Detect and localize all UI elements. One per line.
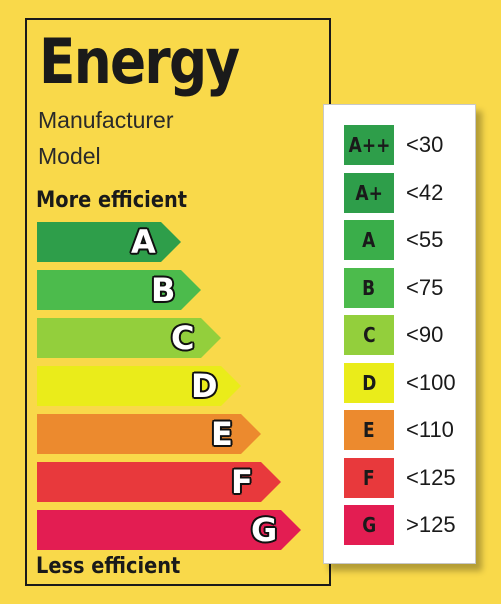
scale-row: A+ <42 bbox=[344, 172, 474, 213]
class-label: A bbox=[362, 228, 376, 252]
bar-e: E bbox=[37, 414, 261, 454]
class-swatch: F bbox=[344, 457, 394, 498]
range-value: <42 bbox=[406, 179, 444, 205]
bar-c: C bbox=[37, 318, 221, 358]
class-label: D bbox=[361, 370, 377, 395]
bar-letter-b: B bbox=[151, 271, 176, 309]
class-swatch: A bbox=[344, 220, 394, 260]
bar-letter-c: C bbox=[171, 319, 195, 357]
energy-label: Energy Manufacturer Model More efficient… bbox=[25, 18, 331, 586]
scale-row: A++ <30 bbox=[344, 125, 474, 165]
range-value: <30 bbox=[406, 132, 444, 157]
class-label: F bbox=[363, 465, 375, 490]
scale-row: C <90 bbox=[344, 315, 474, 355]
bar-letter-a: A bbox=[131, 223, 156, 261]
scale-row: B <75 bbox=[344, 267, 474, 308]
range-value: <90 bbox=[406, 322, 444, 347]
bar-letter-d: D bbox=[191, 367, 218, 405]
scale-row: G >125 bbox=[344, 505, 474, 545]
range-value: <75 bbox=[406, 274, 444, 300]
class-swatch: A+ bbox=[344, 172, 394, 213]
less-efficient-text: Less efficient bbox=[36, 554, 181, 579]
scale-row: A <55 bbox=[344, 220, 474, 260]
label-title: Energy bbox=[39, 25, 240, 98]
class-swatch: E bbox=[344, 410, 394, 450]
range-value: <100 bbox=[406, 369, 456, 395]
range-value: <55 bbox=[406, 227, 444, 252]
model-text: Model bbox=[38, 143, 101, 169]
bar-letter-e: E bbox=[211, 415, 233, 453]
scale-table: A++ <30 A+ <42 A <55 B <75 C <90 D <100 E <110 F <125 G >… bbox=[323, 104, 476, 564]
bar-a: A bbox=[37, 222, 181, 262]
class-label: B bbox=[362, 275, 376, 300]
scale-row: D <100 bbox=[344, 362, 474, 403]
class-swatch: B bbox=[344, 267, 394, 308]
class-label: A++ bbox=[348, 133, 390, 157]
range-value: >125 bbox=[406, 512, 456, 537]
scale-row: E <110 bbox=[344, 410, 474, 450]
class-label: A+ bbox=[355, 180, 383, 205]
manufacturer-text: Manufacturer bbox=[38, 107, 174, 133]
more-efficient-text: More efficient bbox=[36, 188, 187, 213]
range-value: <110 bbox=[406, 417, 454, 442]
class-label: E bbox=[363, 418, 375, 442]
bar-g: G bbox=[37, 510, 301, 550]
class-swatch: D bbox=[344, 362, 394, 403]
class-swatch: A++ bbox=[344, 125, 394, 165]
bar-f: F bbox=[37, 462, 281, 502]
bar-b: B bbox=[37, 270, 201, 310]
class-label: C bbox=[362, 323, 376, 347]
bar-letter-g: G bbox=[251, 511, 278, 549]
class-swatch: C bbox=[344, 315, 394, 355]
class-swatch: G bbox=[344, 505, 394, 545]
range-value: <125 bbox=[406, 464, 456, 490]
bar-d: D bbox=[37, 366, 241, 406]
scale-row: F <125 bbox=[344, 457, 474, 498]
bar-letter-f: F bbox=[231, 463, 253, 501]
class-label: G bbox=[362, 513, 376, 537]
